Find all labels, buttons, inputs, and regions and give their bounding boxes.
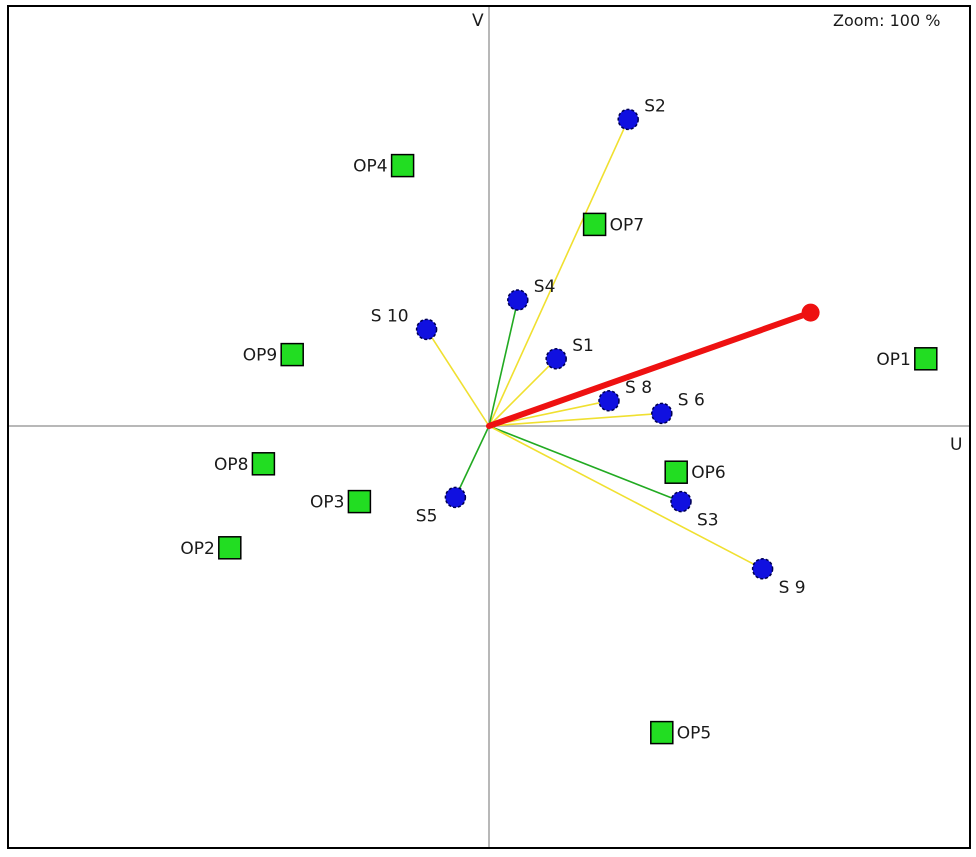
option-label-op5: OP5	[677, 724, 711, 744]
option-marker-op7	[582, 212, 607, 237]
link-line-s9	[488, 425, 763, 570]
station-label-s1: S1	[572, 336, 594, 356]
station-marker-s1	[545, 348, 567, 370]
option-marker-op5	[650, 720, 674, 745]
station-label-s8: S 8	[625, 378, 652, 398]
option-marker-op9	[280, 342, 304, 367]
v-axis-label: V	[472, 11, 484, 31]
station-marker-s6	[651, 402, 673, 425]
option-marker-op6	[664, 460, 688, 484]
link-line-s1	[488, 358, 557, 427]
link-line-s3	[488, 425, 682, 503]
option-markers: OP1 OP2 OP3 OP4 OP5 OP6 OP7 OP8 OP9	[180, 153, 938, 745]
option-marker-op4	[390, 153, 415, 178]
link-line-s2	[488, 119, 629, 427]
option-label-op3: OP3	[310, 493, 344, 513]
resultant-vector-line	[486, 309, 814, 429]
station-label-s9: S 9	[779, 578, 806, 598]
station-marker-s8	[598, 390, 620, 412]
resultant-vector-head	[801, 303, 820, 322]
link-line-s4	[488, 299, 519, 427]
station-label-s10: S 10	[371, 306, 409, 326]
link-line-s6	[488, 412, 662, 427]
option-label-op9: OP9	[243, 346, 277, 366]
station-marker-s4	[507, 289, 529, 311]
zoom-readout: Zoom: 100 %	[833, 11, 940, 30]
station-marker-s2	[617, 108, 639, 131]
resultant-vector	[486, 303, 820, 429]
station-marker-s10	[415, 318, 438, 341]
station-marker-s5	[444, 486, 467, 509]
station-label-s4: S4	[534, 277, 556, 297]
link-line-s10	[425, 328, 490, 427]
option-marker-op2	[218, 536, 242, 560]
option-label-op8: OP8	[214, 455, 248, 475]
option-label-op7: OP7	[610, 215, 644, 235]
link-line-s5	[454, 425, 490, 498]
option-label-op2: OP2	[180, 539, 214, 559]
station-label-s6: S 6	[678, 390, 705, 410]
station-marker-s3	[670, 490, 692, 513]
station-label-s3: S3	[697, 511, 719, 531]
option-marker-op8	[251, 452, 276, 476]
u-axis-label: U	[950, 435, 962, 455]
station-label-s5: S5	[416, 506, 438, 526]
option-label-op6: OP6	[691, 463, 725, 483]
station-markers: S1 S2 S3 S4 S5 S 6 S 8 S 9 S 10	[371, 96, 806, 597]
option-label-op1: OP1	[876, 350, 910, 370]
station-marker-s9	[751, 558, 774, 580]
option-marker-op3	[347, 489, 372, 514]
option-label-op4: OP4	[353, 157, 387, 177]
option-marker-op1	[914, 347, 938, 371]
station-label-s2: S2	[644, 96, 666, 116]
